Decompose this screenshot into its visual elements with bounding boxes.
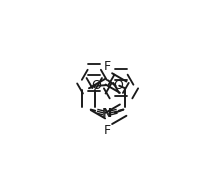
Text: F: F	[103, 124, 111, 137]
Text: O: O	[113, 79, 123, 92]
Text: F: F	[103, 60, 111, 73]
Text: N: N	[103, 107, 113, 120]
Text: O: O	[92, 79, 101, 92]
Text: N: N	[101, 107, 111, 120]
